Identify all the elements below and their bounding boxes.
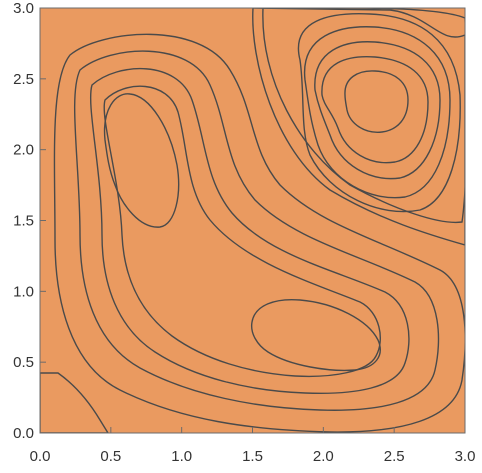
contour-band-background: [40, 8, 465, 433]
y-tick-label: 2.0: [13, 142, 34, 159]
y-tick-label: 1.0: [13, 283, 34, 300]
contour-band-max-left: [103, 93, 180, 228]
x-axis: 0.0 0.5 1.0 1.5 2.0 2.5 3.0: [30, 427, 476, 465]
contour-band-min-5: [314, 41, 441, 180]
y-axis: 0.0 0.5 1.0 1.5 2.0 2.5 3.0: [13, 0, 46, 442]
contour-band-high-1: [53, 33, 465, 433]
contour-band-min-6: [321, 55, 429, 164]
x-tick-label: 2.0: [313, 448, 334, 465]
contour-band-high-4: [103, 85, 381, 378]
x-tick-label: 3.0: [455, 448, 476, 465]
contour-band-max-right: [250, 298, 381, 372]
contour-band-min-4: [303, 26, 451, 199]
y-tick-label: 3.0: [13, 0, 34, 17]
y-tick-label: 2.5: [13, 71, 34, 88]
x-tick-label: 1.0: [171, 448, 192, 465]
x-tick-label: 1.5: [242, 448, 263, 465]
contour-band-min-1: [252, 8, 465, 246]
x-tick-label: 0.0: [30, 448, 51, 465]
contour-band-min-7: [344, 70, 409, 133]
y-tick-label: 0.5: [13, 354, 34, 371]
y-tick-label: 0.0: [13, 425, 34, 442]
contour-band-high-2: [73, 50, 440, 411]
plot-region: [40, 8, 465, 433]
contour-band-high-3: [89, 68, 410, 395]
x-tick-label: 0.5: [100, 448, 121, 465]
contour-band-min-3: [297, 13, 461, 213]
x-tick-label: 2.5: [384, 448, 405, 465]
contour-band-low-corner: [40, 372, 109, 433]
y-tick-label: 1.5: [13, 213, 34, 230]
